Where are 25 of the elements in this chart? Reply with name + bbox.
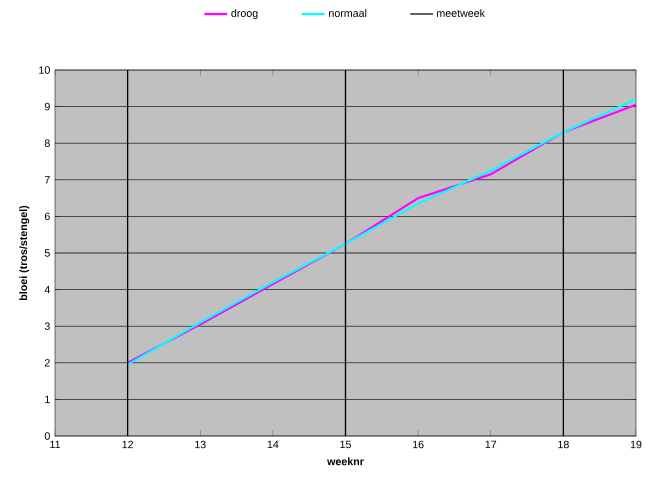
x-tick-label: 13 — [195, 440, 206, 448]
y-tick-label: 3 — [44, 322, 50, 330]
y-tick-label: 8 — [44, 139, 50, 147]
y-tick-label: 1 — [45, 396, 50, 404]
legend-label: droog — [231, 9, 258, 20]
y-tick-label: 5 — [44, 249, 50, 257]
x-tick-label: 11 — [50, 440, 60, 448]
x-tick-label: 19 — [630, 440, 642, 448]
legend-label: normaal — [329, 9, 366, 17]
x-tick-label: 16 — [413, 440, 424, 448]
y-tick-label: 0 — [44, 432, 50, 440]
x-axis-title: weeknr — [327, 457, 364, 466]
x-tick-label: 15 — [340, 440, 351, 448]
y-tick-label: 7 — [44, 176, 50, 184]
legend-label: meetweek — [437, 9, 485, 17]
y-tick-label: 2 — [44, 359, 50, 367]
x-tick-label: 12 — [122, 440, 134, 448]
y-tick-label: 6 — [44, 212, 50, 220]
x-tick-label: 18 — [558, 440, 569, 448]
y-tick-label: 9 — [44, 102, 50, 110]
y-tick-label: 4 — [44, 286, 50, 294]
x-tick-label: 14 — [268, 440, 278, 448]
y-tick-label: 10 — [39, 66, 50, 74]
y-axis-title: bloei (tros/stengel) — [19, 206, 30, 300]
x-tick-label: 17 — [486, 440, 496, 448]
